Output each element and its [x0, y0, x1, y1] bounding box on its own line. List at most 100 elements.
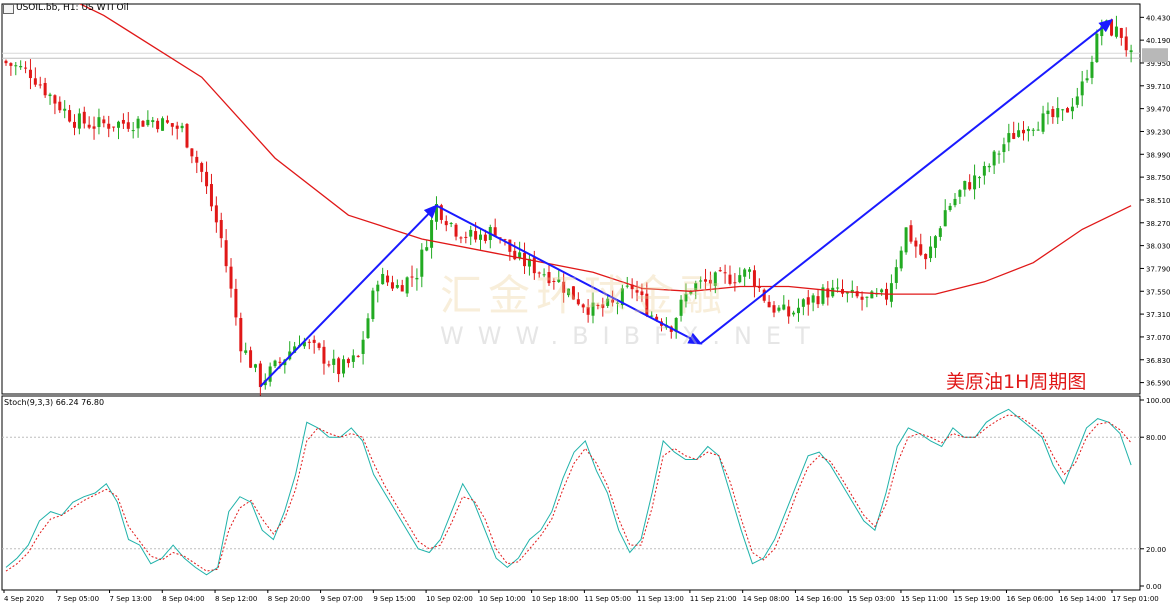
candle-body: [968, 182, 972, 190]
time-axis-label: 7 Sep 13:00: [110, 595, 152, 603]
candle-body: [865, 296, 869, 298]
candle-body: [395, 285, 399, 288]
candle-body: [48, 94, 52, 97]
candle-body: [161, 118, 165, 131]
time-axis-label: 15 Sep 11:00: [901, 595, 948, 603]
candle-body: [1119, 27, 1123, 38]
candle-body: [1129, 50, 1133, 53]
time-axis-label: 10 Sep 18:00: [532, 595, 579, 603]
candle-body: [209, 184, 213, 207]
time-axis-label: 4 Sep 2020: [4, 595, 44, 603]
time-axis-label: 9 Sep 07:00: [321, 595, 363, 603]
candle-body: [601, 304, 605, 308]
candle-body: [195, 156, 199, 163]
candle-body: [112, 126, 116, 128]
candle-body: [689, 290, 693, 294]
candle-body: [640, 291, 644, 296]
candle-body: [185, 124, 189, 148]
candle-body: [180, 125, 184, 129]
candle-body: [557, 279, 561, 282]
candle-body: [777, 307, 781, 311]
candle-body: [855, 291, 859, 297]
candle-body: [68, 110, 72, 122]
candle-body: [278, 361, 282, 363]
candle-body: [1090, 61, 1094, 78]
candle-body: [1124, 36, 1128, 51]
candle-body: [870, 291, 874, 299]
candle-body: [1070, 106, 1074, 112]
candle-body: [811, 295, 815, 303]
candle-body: [258, 363, 262, 388]
candle-body: [699, 280, 703, 282]
candle-body: [415, 277, 419, 280]
trend-arrow: [436, 204, 703, 345]
candle-body: [997, 153, 1001, 155]
price-axis-label: 37.310: [1146, 311, 1170, 319]
candle-body: [787, 306, 791, 317]
candle-body: [792, 312, 796, 315]
candle-body: [650, 315, 654, 317]
candle-body: [1002, 144, 1006, 153]
price-axis-label: 39.950: [1146, 60, 1170, 68]
candle-body: [307, 341, 311, 343]
candle-body: [943, 210, 947, 227]
candle-body: [596, 304, 600, 306]
candle-body: [332, 358, 336, 365]
candle-body: [141, 120, 145, 127]
candle-body: [645, 293, 649, 316]
candle-body: [562, 281, 566, 293]
price-axis-label: 38.030: [1146, 243, 1170, 251]
candle-body: [9, 63, 13, 66]
time-axis-label: 8 Sep 04:00: [162, 595, 204, 603]
candle-body: [845, 292, 849, 294]
candle-body: [694, 282, 698, 291]
time-axis-label: 15 Sep 03:00: [848, 595, 895, 603]
candle-body: [615, 302, 619, 304]
candle-body: [317, 343, 321, 348]
candle-body: [454, 224, 458, 237]
time-axis-label: 8 Sep 20:00: [268, 595, 310, 603]
stoch-axis-label: 20.00: [1146, 546, 1166, 554]
candle-body: [53, 95, 57, 104]
candle-body: [982, 165, 986, 176]
candle-body: [909, 225, 913, 242]
candle-body: [1085, 78, 1089, 81]
candle-body: [390, 282, 394, 289]
candle-body: [420, 249, 424, 277]
candle-body: [801, 299, 805, 307]
candle-body: [131, 130, 135, 132]
price-axis-label: 37.070: [1146, 334, 1170, 342]
candle-body: [713, 272, 717, 286]
candle-body: [107, 123, 111, 129]
candle-body: [253, 364, 257, 368]
candle-body: [190, 148, 194, 157]
candle-body: [762, 289, 766, 301]
candle-body: [97, 117, 101, 128]
candle-body: [894, 267, 898, 283]
candle-body: [19, 65, 23, 68]
candle-body: [239, 318, 243, 352]
time-axis-label: 11 Sep 21:00: [690, 595, 737, 603]
candle-body: [1036, 129, 1040, 131]
candle-body: [586, 307, 590, 315]
candle-body: [635, 290, 639, 293]
candle-body: [1026, 128, 1030, 132]
candle-body: [312, 339, 316, 343]
moving-average-line: [78, 4, 1132, 295]
candle-body: [537, 272, 541, 274]
stoch-axis-label: 80.00: [1146, 434, 1166, 442]
stoch-axis-label: 100.00: [1146, 397, 1170, 405]
price-axis-label: 37.790: [1146, 265, 1170, 273]
price-axis-label: 40.190: [1146, 37, 1170, 45]
candle-body: [234, 288, 238, 318]
candle-body: [513, 250, 517, 260]
price-panel-frame: [1, 3, 1141, 395]
candle-body: [92, 126, 96, 129]
candle-body: [630, 284, 634, 290]
candle-body: [821, 287, 825, 304]
time-axis-label: 10 Sep 02:00: [426, 595, 473, 603]
price-axis-label: 37.550: [1146, 288, 1170, 296]
candle-body: [728, 274, 732, 284]
time-axis-label: 16 Sep 14:00: [1059, 595, 1106, 603]
